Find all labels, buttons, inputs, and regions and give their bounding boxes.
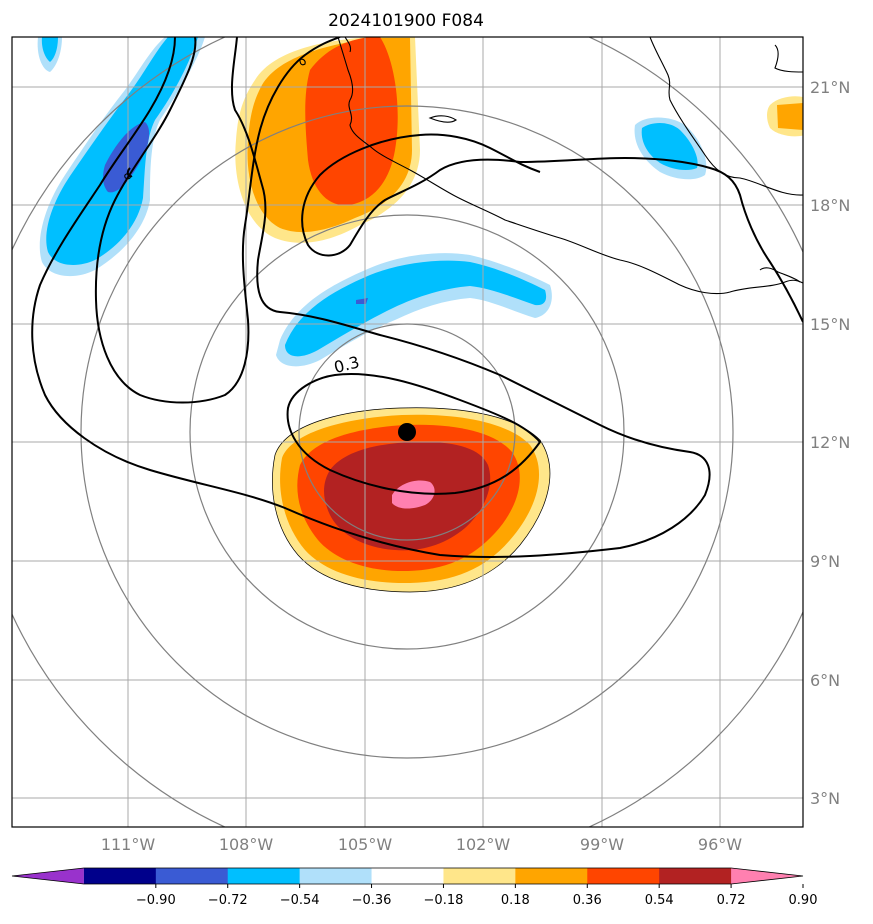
- colorbar-segment: [587, 868, 660, 884]
- lat-label: 3°N: [810, 789, 840, 808]
- lat-label: 21°N: [810, 78, 850, 97]
- colorbar-tick-label: −0.72: [208, 893, 248, 908]
- lat-label: 18°N: [810, 196, 850, 215]
- longitude-labels: 111°W 108°W 105°W 102°W 99°W 96°W: [101, 835, 742, 854]
- colorbar-extend-low: [12, 868, 84, 884]
- contour-lines: [31, 37, 803, 559]
- colorbar-segment: [299, 868, 373, 884]
- storm-center-marker: [398, 423, 416, 441]
- map-frame: [11, 36, 804, 828]
- colorbar-tick-label: 0.90: [789, 893, 818, 908]
- figure-title: 2024101900 F084: [328, 11, 484, 31]
- colorbar-outline: [11, 867, 804, 885]
- colorbar-segment: [443, 868, 516, 884]
- colorbar-tick-label: 0.18: [501, 893, 530, 908]
- colorbar-segment: [227, 868, 301, 884]
- colorbar-tick-label: −0.36: [352, 893, 392, 908]
- map-area: 0.3: [12, 37, 803, 827]
- colorbar-tick-label: −0.18: [424, 893, 464, 908]
- lon-label: 108°W: [219, 835, 274, 854]
- colorbar-segment: [659, 868, 732, 884]
- lon-label: 102°W: [456, 835, 511, 854]
- lon-label: 96°W: [698, 835, 742, 854]
- colorbar-segment: [371, 868, 444, 884]
- colorbar-tick-label: 0.72: [717, 893, 746, 908]
- lon-label: 111°W: [101, 835, 156, 854]
- distance-rings: [12, 37, 803, 827]
- colorbar-segment: [83, 868, 157, 884]
- colorbar-tick-label: 0.54: [645, 893, 674, 908]
- colorbar-tick-label: −0.90: [136, 893, 176, 908]
- colorbar-tick-label: 0.36: [573, 893, 602, 908]
- lat-label: 9°N: [810, 552, 840, 571]
- colorbar-segment: [515, 868, 588, 884]
- latitude-labels: 21°N 18°N 15°N 12°N 9°N 6°N 3°N: [810, 78, 850, 808]
- lat-label: 15°N: [810, 315, 850, 334]
- colorbar-extend-high: [731, 868, 803, 884]
- coastline: [124, 37, 803, 295]
- lon-label: 105°W: [338, 835, 393, 854]
- lon-label: 99°W: [580, 835, 624, 854]
- colorbar-segment: [155, 868, 229, 884]
- lat-label: 12°N: [810, 433, 850, 452]
- lat-label: 6°N: [810, 671, 840, 690]
- colorbar-tick-label: −0.54: [280, 893, 320, 908]
- colorbar: −0.90 −0.72 −0.54 −0.36 −0.18 0.18 0.36 0.54 0.7…: [11, 867, 818, 908]
